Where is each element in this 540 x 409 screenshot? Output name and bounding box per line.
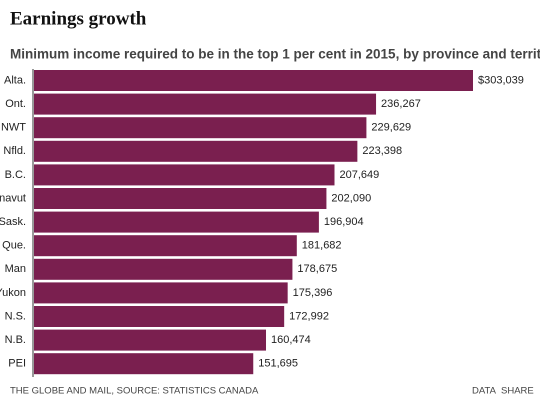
category-label: Yukon (0, 287, 26, 299)
chart-subtitle: Minimum income required to be in the top… (10, 47, 540, 62)
bar (34, 211, 319, 233)
category-label: NWT (1, 122, 26, 134)
bar (34, 329, 267, 351)
value-label: 175,396 (293, 287, 333, 299)
value-label: 151,695 (258, 358, 298, 370)
bar (34, 164, 335, 186)
chart-title: Earnings growth (10, 8, 147, 29)
bar (34, 188, 327, 209)
value-label: 178,675 (297, 263, 337, 275)
value-label: 172,992 (289, 310, 329, 322)
data-button[interactable]: DATA (472, 386, 497, 397)
category-label: Sask. (0, 216, 26, 228)
category-label: PEI (8, 358, 26, 370)
value-label: 202,090 (331, 192, 371, 204)
category-label: Nfld. (3, 145, 26, 157)
bar (34, 282, 288, 304)
category-label: B.C. (5, 169, 26, 181)
category-label: Que. (2, 240, 26, 252)
value-label: 236,267 (381, 98, 421, 110)
bar (34, 306, 285, 327)
bar (34, 235, 297, 257)
value-label: 207,649 (339, 169, 379, 181)
category-label: Alta. (4, 74, 26, 86)
bar (34, 117, 367, 139)
bar (34, 258, 293, 280)
bar (34, 353, 254, 375)
category-label: N.B. (5, 334, 26, 346)
category-label: N.S. (5, 310, 26, 322)
category-label: Nunavut (0, 192, 26, 204)
bar (34, 93, 377, 115)
category-label: Ont. (5, 98, 26, 110)
value-label: 229,629 (371, 122, 411, 134)
source: THE GLOBE AND MAIL, SOURCE: STATISTICS C… (10, 386, 259, 397)
value-label: $303,039 (478, 74, 524, 86)
value-label: 196,904 (324, 216, 364, 228)
value-label: 223,398 (362, 145, 402, 157)
category-label: Man (5, 263, 26, 275)
bar (34, 70, 473, 91)
value-label: 181,682 (302, 240, 342, 252)
value-label: 160,474 (271, 334, 311, 346)
share-button[interactable]: SHARE (501, 386, 534, 397)
bar (34, 140, 358, 162)
